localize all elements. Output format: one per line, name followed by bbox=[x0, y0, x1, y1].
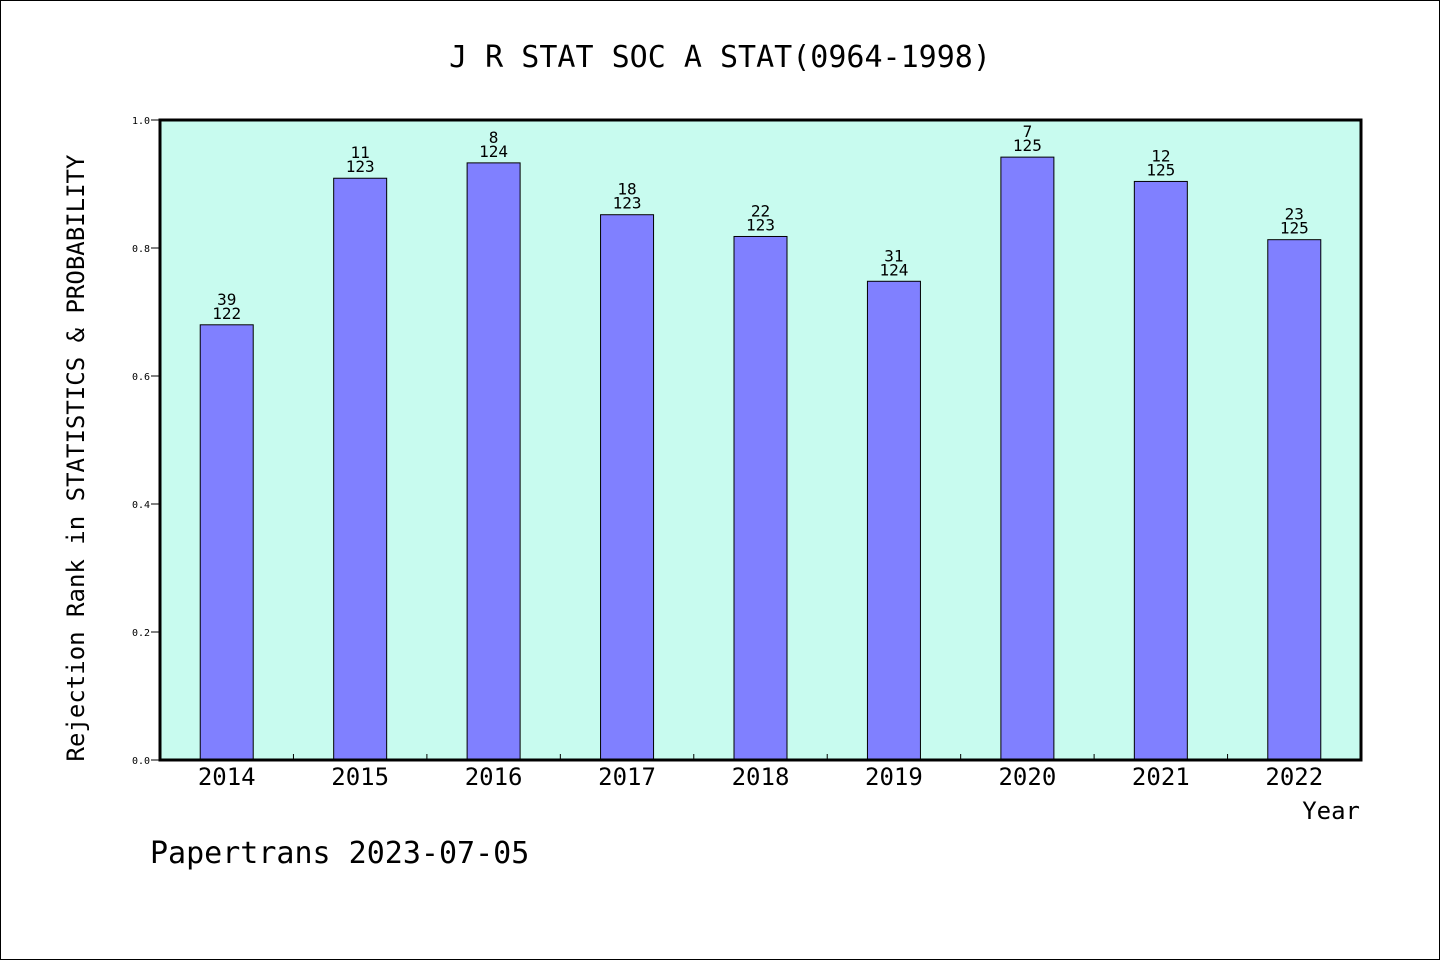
bar-label-total: 124 bbox=[879, 260, 908, 279]
y-tick-label: 0.6 bbox=[132, 372, 150, 383]
bar-2016 bbox=[466, 162, 521, 761]
bars-group bbox=[199, 156, 1322, 761]
bar-label-total: 124 bbox=[479, 142, 508, 161]
chart-title: J R STAT SOC A STAT(0964-1998) bbox=[449, 40, 991, 75]
bar-label-rank: 12 bbox=[1151, 146, 1170, 165]
y-tick-label: 0.2 bbox=[132, 628, 150, 639]
bar-label-total: 122 bbox=[212, 304, 241, 323]
bar-label-rank: 31 bbox=[884, 246, 903, 265]
bar-2017 bbox=[600, 214, 655, 761]
x-tick-label: 2014 bbox=[198, 763, 256, 791]
x-tick-label: 2020 bbox=[998, 763, 1056, 791]
bar-label-total: 125 bbox=[1013, 136, 1042, 155]
x-axis: 2014 2015 2016 2017 2018 2019 2020 2021 2022 bbox=[198, 754, 1323, 791]
x-tick-label: 2018 bbox=[732, 763, 790, 791]
bar-2014 bbox=[199, 324, 254, 761]
x-tick-label: 2015 bbox=[331, 763, 389, 791]
bar-label-rank: 11 bbox=[351, 143, 370, 162]
bar-label-rank: 18 bbox=[617, 180, 636, 199]
plot-border bbox=[158, 118, 1363, 762]
bar-label-total: 123 bbox=[613, 194, 642, 213]
x-tick-label: 2022 bbox=[1265, 763, 1323, 791]
bar-label-rank: 22 bbox=[751, 201, 770, 220]
y-axis-title: Rejection Rank in STATISTICS & PROBABILI… bbox=[62, 154, 90, 761]
y-tick-label: 0.4 bbox=[132, 500, 150, 511]
y-tick-label: 0.0 bbox=[132, 756, 150, 767]
bar-label-rank: 7 bbox=[1023, 122, 1033, 141]
bar-label-total: 123 bbox=[746, 215, 775, 234]
x-tick-label: 2019 bbox=[865, 763, 923, 791]
x-tick-label: 2016 bbox=[465, 763, 523, 791]
bar-2018 bbox=[733, 235, 788, 761]
bar-2021 bbox=[1133, 180, 1188, 761]
bar-label-rank: 23 bbox=[1285, 205, 1304, 224]
bar-label-rank: 39 bbox=[217, 290, 236, 309]
bar-2015 bbox=[333, 177, 388, 761]
bar-label-total: 125 bbox=[1146, 160, 1175, 179]
bar-2020 bbox=[1000, 156, 1055, 761]
y-tick-label: 1.0 bbox=[132, 116, 150, 127]
bar-label-rank: 8 bbox=[489, 128, 499, 147]
x-axis-title: Year bbox=[1302, 797, 1360, 825]
x-tick-label: 2021 bbox=[1132, 763, 1190, 791]
bar-2019 bbox=[866, 280, 921, 761]
footer-text: Papertrans 2023-07-05 bbox=[150, 836, 529, 871]
y-axis: 0.0 0.2 0.4 0.6 0.8 1.0 bbox=[132, 116, 160, 767]
y-tick-label: 0.8 bbox=[132, 244, 150, 255]
bar-label-total: 125 bbox=[1280, 219, 1309, 238]
bar-2022 bbox=[1267, 239, 1322, 761]
x-tick-label: 2017 bbox=[598, 763, 656, 791]
bar-label-total: 123 bbox=[346, 157, 375, 176]
